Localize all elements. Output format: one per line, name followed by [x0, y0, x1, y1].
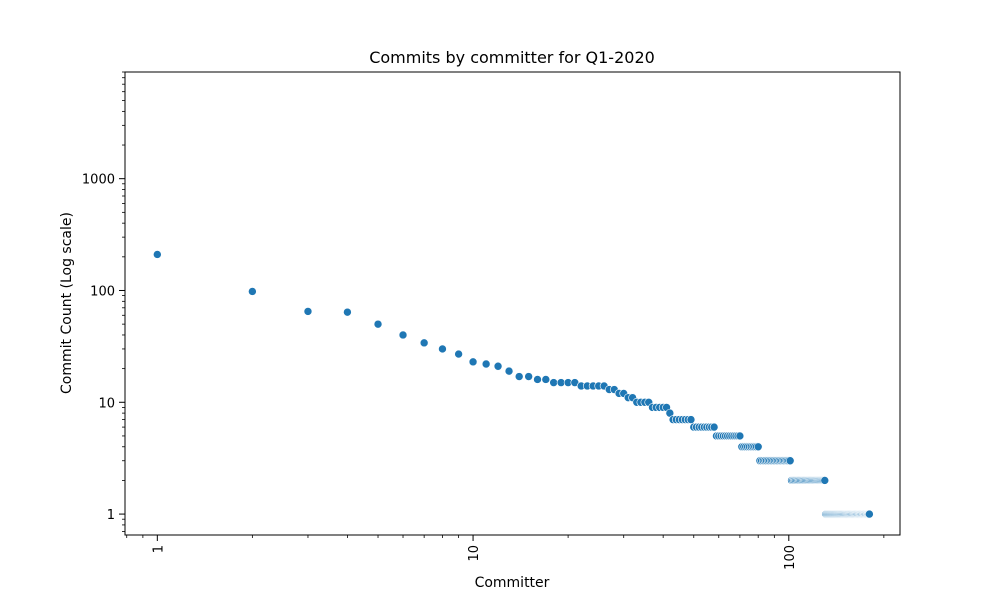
data-point — [753, 442, 763, 452]
data-point — [541, 375, 551, 384]
data-point — [524, 372, 533, 381]
chart-title: Commits by committer for Q1-2020 — [369, 48, 655, 67]
y-axis-label: Commit Count (Log scale) — [59, 212, 75, 394]
data-point — [454, 349, 463, 359]
data-point — [468, 357, 478, 367]
data-point — [785, 456, 795, 466]
y-tick-label: 1 — [107, 508, 115, 523]
data-point — [438, 344, 447, 354]
data-point — [303, 307, 313, 316]
x-tick-label: 1 — [151, 545, 166, 553]
data-point — [709, 422, 719, 432]
x-axis-label: Committer — [475, 575, 550, 591]
data-point — [153, 250, 162, 259]
data-point — [686, 415, 696, 424]
data-point — [493, 361, 503, 371]
points-layer — [153, 250, 874, 519]
data-point — [248, 287, 257, 296]
y-tick-label: 1000 — [82, 173, 115, 188]
data-point — [549, 378, 558, 387]
y-tick-label: 10 — [98, 396, 115, 411]
data-point — [481, 359, 491, 369]
data-point — [533, 375, 542, 384]
plot-frame — [124, 71, 901, 536]
x-tick-label: 10 — [467, 545, 482, 562]
data-point — [343, 307, 352, 317]
x-axis: 1 10 100 — [126, 535, 885, 570]
data-point — [373, 319, 383, 329]
data-point — [398, 330, 408, 340]
data-point — [514, 372, 524, 381]
data-point — [820, 476, 830, 485]
data-point — [865, 509, 874, 519]
y-axis: 1 10 100 1000 — [82, 71, 125, 532]
data-point — [504, 366, 514, 376]
y-tick-label: 100 — [90, 284, 115, 299]
x-tick-label: 100 — [783, 545, 798, 570]
data-point — [735, 431, 745, 441]
data-point — [419, 338, 429, 348]
